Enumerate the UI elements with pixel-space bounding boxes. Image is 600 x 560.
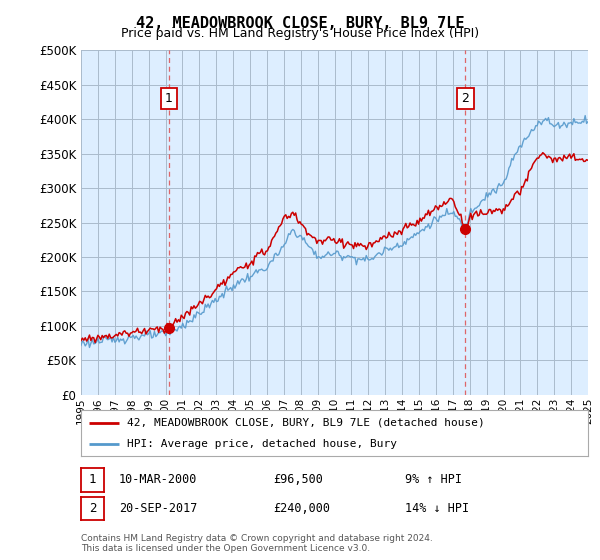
Text: 10-MAR-2000: 10-MAR-2000: [119, 473, 197, 487]
Text: Price paid vs. HM Land Registry's House Price Index (HPI): Price paid vs. HM Land Registry's House …: [121, 27, 479, 40]
Text: 1: 1: [89, 473, 96, 487]
Text: 42, MEADOWBROOK CLOSE, BURY, BL9 7LE: 42, MEADOWBROOK CLOSE, BURY, BL9 7LE: [136, 16, 464, 31]
Text: 42, MEADOWBROOK CLOSE, BURY, BL9 7LE (detached house): 42, MEADOWBROOK CLOSE, BURY, BL9 7LE (de…: [127, 418, 484, 428]
Text: 1: 1: [165, 92, 173, 105]
Text: 20-SEP-2017: 20-SEP-2017: [119, 502, 197, 515]
Text: £240,000: £240,000: [273, 502, 330, 515]
Text: 2: 2: [89, 502, 96, 515]
Text: £96,500: £96,500: [273, 473, 323, 487]
Text: 2: 2: [461, 92, 469, 105]
Text: Contains HM Land Registry data © Crown copyright and database right 2024.
This d: Contains HM Land Registry data © Crown c…: [81, 534, 433, 553]
Text: 14% ↓ HPI: 14% ↓ HPI: [405, 502, 469, 515]
Text: HPI: Average price, detached house, Bury: HPI: Average price, detached house, Bury: [127, 439, 397, 449]
Text: 9% ↑ HPI: 9% ↑ HPI: [405, 473, 462, 487]
